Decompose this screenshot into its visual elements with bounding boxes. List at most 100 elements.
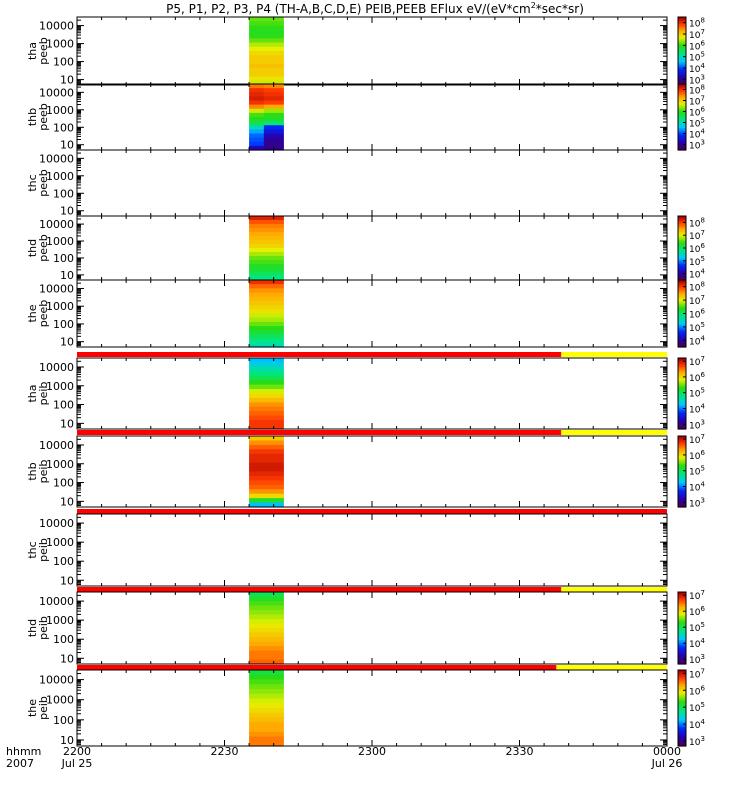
colorbar-swatch	[678, 711, 686, 714]
colorbar-swatch	[678, 734, 686, 738]
colorbar-swatch	[678, 655, 686, 658]
spectrogram-bin	[263, 117, 284, 122]
colorbar-swatch	[678, 456, 686, 459]
colorbar-swatch	[678, 115, 686, 118]
colorbar-swatch	[678, 237, 686, 240]
spectrogram-bin	[249, 641, 284, 647]
colorbar-swatch	[678, 300, 686, 303]
colorbar-swatch	[678, 73, 686, 76]
spectrogram-bin	[249, 632, 284, 638]
spectrogram-bin	[249, 646, 284, 652]
colorbar-swatch	[678, 299, 686, 302]
colorbar-swatch	[678, 637, 686, 640]
colorbar-swatch	[678, 628, 686, 631]
colorbar-swatch	[678, 695, 686, 698]
spectrogram-bin	[249, 108, 265, 114]
colorbar-swatch	[678, 592, 686, 595]
colorbar-swatch	[678, 324, 686, 327]
spectrogram-bin	[249, 449, 284, 455]
colorbar-tick-label: 105	[689, 321, 705, 334]
panel-probe-label: the	[26, 699, 39, 717]
x-tick-label: 0000	[653, 745, 681, 758]
colorbar-swatch	[678, 634, 686, 637]
colorbar-swatch	[678, 314, 686, 317]
spectrogram-bin	[249, 125, 265, 130]
colorbar-swatch	[678, 671, 686, 674]
colorbar-tick-label: 106	[689, 605, 705, 618]
colorbar-swatch	[678, 106, 686, 108]
colorbar-swatch	[678, 82, 686, 85]
spectrogram-bin	[249, 605, 284, 611]
colorbar-swatch	[678, 384, 686, 387]
colorbar-swatch	[678, 719, 686, 722]
colorbar-swatch	[678, 677, 686, 681]
status-bar-red	[77, 665, 557, 670]
colorbar-swatch	[678, 468, 686, 471]
colorbar-swatch	[678, 42, 686, 45]
colorbar-swatch	[678, 450, 686, 453]
colorbar-swatch	[678, 625, 686, 628]
colorbar-swatch	[678, 272, 686, 274]
spectrogram-bin	[249, 46, 284, 52]
colorbar-swatch	[678, 489, 686, 492]
colorbar-swatch	[678, 409, 686, 412]
panel-product-label: peeb	[37, 234, 50, 262]
colorbar-swatch	[678, 121, 686, 124]
y-tick-label: 10000	[39, 218, 74, 231]
colorbar-swatch	[678, 420, 686, 423]
spectrogram-bin	[249, 228, 284, 233]
colorbar-tick-label: 106	[689, 684, 705, 697]
colorbar-swatch	[678, 658, 686, 661]
spectrogram-bin	[249, 252, 284, 257]
colorbar-swatch	[678, 229, 686, 232]
colorbar-swatch	[678, 366, 686, 369]
colorbar-tick-label: 107	[689, 667, 705, 680]
panel-frame	[76, 149, 668, 217]
status-bar-red	[77, 509, 667, 514]
colorbar-swatch	[678, 397, 686, 401]
panel-product-label: peeb	[37, 169, 50, 197]
colorbar-swatch	[678, 365, 686, 368]
spectrogram-bin	[249, 693, 284, 700]
colorbar-swatch	[678, 676, 686, 679]
panel-probe-label: thc	[26, 174, 39, 191]
colorbar-swatch	[678, 307, 686, 310]
colorbar-swatch	[678, 313, 686, 316]
y-tick-label: 10	[60, 336, 74, 349]
spectrogram-bin	[263, 137, 284, 143]
colorbar-swatch	[678, 646, 686, 649]
spectrogram-bin	[249, 610, 284, 616]
colorbar-swatch	[678, 274, 686, 277]
colorbar-swatch	[678, 254, 686, 257]
spectrogram-bin	[249, 717, 284, 723]
spectrogram-bin	[249, 440, 284, 446]
colorbar-tick-label: 107	[689, 433, 705, 446]
colorbar-tick-label: 104	[689, 334, 705, 347]
spectrogram-bin	[249, 462, 284, 468]
panel-product-label: peib	[37, 460, 50, 484]
colorbar-swatch	[678, 709, 686, 712]
spectrogram-bin	[249, 689, 284, 695]
colorbar-swatch	[678, 632, 686, 635]
colorbar-swatch	[678, 292, 686, 295]
spectrogram-bin	[249, 76, 284, 82]
colorbar-swatch	[678, 661, 686, 664]
colorbar-swatch	[678, 400, 686, 403]
spectrogram-bin	[249, 96, 265, 102]
footer-unit-label: hhmm	[6, 745, 41, 758]
colorbar-swatch	[678, 49, 686, 52]
spectrogram-bin	[249, 684, 284, 690]
colorbar-swatch	[678, 653, 686, 656]
colorbar-swatch	[678, 80, 686, 83]
y-tick-label: 10	[60, 652, 74, 665]
spectrogram-bin	[249, 117, 265, 122]
panel-frame	[76, 435, 668, 508]
colorbar-swatch	[678, 474, 686, 477]
colorbar-swatch	[678, 144, 686, 147]
y-tick-label: 10	[60, 495, 74, 508]
colorbar-swatch	[678, 129, 686, 132]
colorbar-swatch	[678, 733, 686, 736]
y-tick-label: 1000	[46, 380, 74, 393]
